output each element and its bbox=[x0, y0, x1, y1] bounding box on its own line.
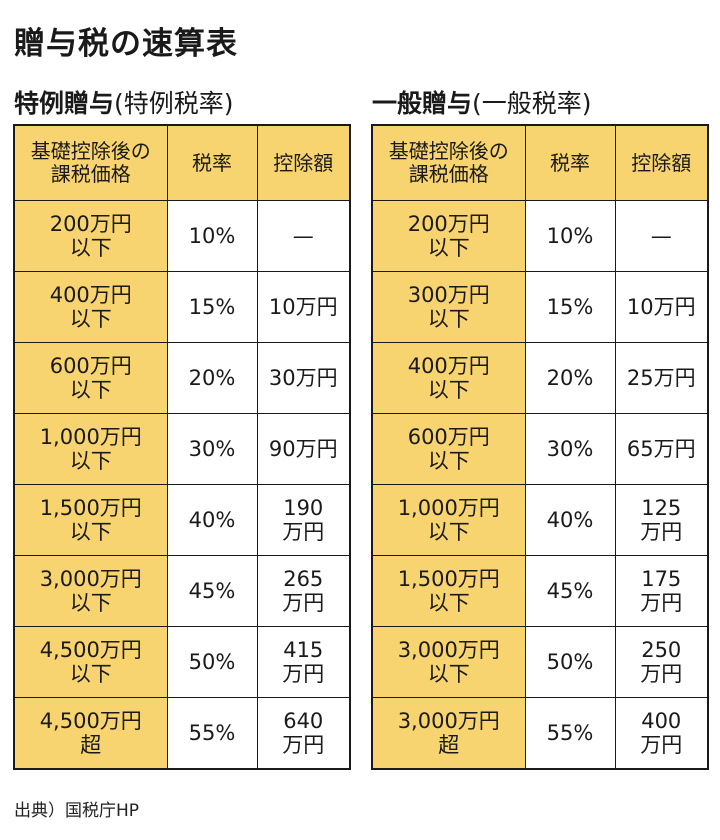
bracket-cell: 4,500万円 以下 bbox=[13, 626, 168, 698]
bracket-cell: 1,500万円 以下 bbox=[13, 484, 168, 556]
header-rate: 税率 bbox=[524, 124, 616, 201]
rate-cell: 15% bbox=[166, 271, 258, 343]
table-row: 1,000万円 以下 40% 125 万円 bbox=[371, 484, 709, 556]
bracket-cell: 300万円 以下 bbox=[371, 271, 526, 343]
deduction-cell: 640 万円 bbox=[256, 697, 351, 770]
table-row: 1,000万円 以下 30% 90万円 bbox=[13, 413, 351, 485]
rate-cell: 40% bbox=[166, 484, 258, 556]
bracket-cell: 600万円 以下 bbox=[371, 413, 526, 485]
table-row: 3,000万円 以下 50% 250 万円 bbox=[371, 626, 709, 698]
tokurei-section-title: 特例贈与(特例税率) bbox=[14, 84, 234, 120]
deduction-cell: 10万円 bbox=[256, 271, 351, 343]
page-title: 贈与税の速算表 bbox=[14, 26, 238, 62]
header-rate: 税率 bbox=[166, 124, 258, 201]
rate-cell: 50% bbox=[166, 626, 258, 698]
table-row: 600万円 以下 30% 65万円 bbox=[371, 413, 709, 485]
table-row: 4,500万円 超 55% 640 万円 bbox=[13, 697, 351, 770]
header-deduction: 控除額 bbox=[256, 124, 351, 201]
rate-cell: 10% bbox=[524, 200, 616, 272]
table-row: 200万円 以下 10% — bbox=[13, 200, 351, 272]
deduction-cell: 65万円 bbox=[614, 413, 709, 485]
bracket-cell: 400万円 以下 bbox=[371, 342, 526, 414]
rate-cell: 50% bbox=[524, 626, 616, 698]
ippan-section-title: 一般贈与(一般税率) bbox=[372, 84, 592, 120]
rate-cell: 15% bbox=[524, 271, 616, 343]
bracket-cell: 600万円 以下 bbox=[13, 342, 168, 414]
header-bracket: 基礎控除後の 課税価格 bbox=[371, 124, 526, 201]
deduction-cell: 190 万円 bbox=[256, 484, 351, 556]
source-note: 出典）国税庁HP bbox=[14, 801, 140, 821]
tokurei-sublabel: (特例税率) bbox=[114, 89, 234, 118]
header-deduction: 控除額 bbox=[614, 124, 709, 201]
ippan-rate-table: 基礎控除後の 課税価格 税率 控除額 200万円 以下 10% — 300万円 … bbox=[371, 124, 709, 770]
deduction-cell: 10万円 bbox=[614, 271, 709, 343]
deduction-cell: 175 万円 bbox=[614, 555, 709, 627]
deduction-cell: 415 万円 bbox=[256, 626, 351, 698]
table-row: 1,500万円 以下 40% 190 万円 bbox=[13, 484, 351, 556]
bracket-cell: 3,000万円 超 bbox=[371, 697, 526, 770]
table-row: 400万円 以下 20% 25万円 bbox=[371, 342, 709, 414]
table-row: 3,000万円 超 55% 400 万円 bbox=[371, 697, 709, 770]
deduction-cell: 25万円 bbox=[614, 342, 709, 414]
rate-cell: 10% bbox=[166, 200, 258, 272]
table-row: 200万円 以下 10% — bbox=[371, 200, 709, 272]
bracket-cell: 3,000万円 以下 bbox=[13, 555, 168, 627]
table-row: 600万円 以下 20% 30万円 bbox=[13, 342, 351, 414]
rate-cell: 55% bbox=[166, 697, 258, 770]
deduction-cell: 90万円 bbox=[256, 413, 351, 485]
bracket-cell: 400万円 以下 bbox=[13, 271, 168, 343]
table-row: 1,500万円 以下 45% 175 万円 bbox=[371, 555, 709, 627]
bracket-cell: 4,500万円 超 bbox=[13, 697, 168, 770]
deduction-cell: 265 万円 bbox=[256, 555, 351, 627]
header-bracket: 基礎控除後の 課税価格 bbox=[13, 124, 168, 201]
bracket-cell: 3,000万円 以下 bbox=[371, 626, 526, 698]
rate-cell: 45% bbox=[524, 555, 616, 627]
bracket-cell: 1,000万円 以下 bbox=[371, 484, 526, 556]
rate-cell: 30% bbox=[166, 413, 258, 485]
rate-cell: 55% bbox=[524, 697, 616, 770]
deduction-cell: — bbox=[614, 200, 709, 272]
deduction-cell: 125 万円 bbox=[614, 484, 709, 556]
ippan-label: 一般贈与 bbox=[372, 89, 473, 118]
bracket-cell: 200万円 以下 bbox=[13, 200, 168, 272]
table-row: 3,000万円 以下 45% 265 万円 bbox=[13, 555, 351, 627]
tokurei-label: 特例贈与 bbox=[14, 89, 115, 118]
rate-cell: 20% bbox=[524, 342, 616, 414]
table-row: 400万円 以下 15% 10万円 bbox=[13, 271, 351, 343]
rate-cell: 30% bbox=[524, 413, 616, 485]
table-header-row: 基礎控除後の 課税価格 税率 控除額 bbox=[13, 124, 351, 201]
deduction-cell: — bbox=[256, 200, 351, 272]
table-row: 300万円 以下 15% 10万円 bbox=[371, 271, 709, 343]
deduction-cell: 30万円 bbox=[256, 342, 351, 414]
rate-cell: 45% bbox=[166, 555, 258, 627]
deduction-cell: 250 万円 bbox=[614, 626, 709, 698]
table-header-row: 基礎控除後の 課税価格 税率 控除額 bbox=[371, 124, 709, 201]
rate-cell: 40% bbox=[524, 484, 616, 556]
table-row: 4,500万円 以下 50% 415 万円 bbox=[13, 626, 351, 698]
ippan-sublabel: (一般税率) bbox=[472, 89, 592, 118]
bracket-cell: 1,000万円 以下 bbox=[13, 413, 168, 485]
bracket-cell: 1,500万円 以下 bbox=[371, 555, 526, 627]
tokurei-rate-table: 基礎控除後の 課税価格 税率 控除額 200万円 以下 10% — 400万円 … bbox=[13, 124, 351, 770]
rate-cell: 20% bbox=[166, 342, 258, 414]
bracket-cell: 200万円 以下 bbox=[371, 200, 526, 272]
deduction-cell: 400 万円 bbox=[614, 697, 709, 770]
